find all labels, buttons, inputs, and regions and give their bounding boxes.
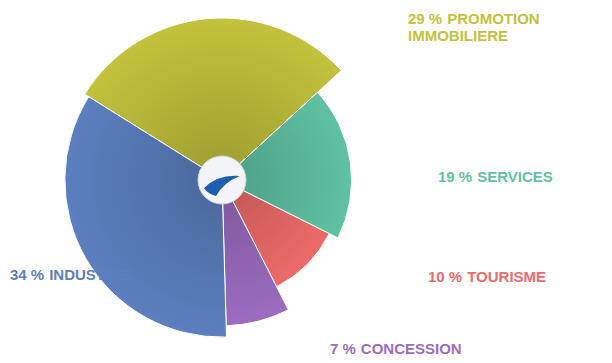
data-label-value: 19 % [438, 168, 472, 185]
data-label-value: 29 % [408, 10, 442, 27]
data-label-name: TOURISME [467, 268, 546, 285]
data-label-name: SERVICES [477, 168, 553, 185]
data-label-value: 34 % [10, 266, 44, 283]
data-label-name: PROMOTION [447, 10, 540, 27]
data-label: 19 % SERVICES [438, 168, 553, 185]
data-label-name: CONCESSION [361, 340, 462, 357]
data-label: 34 % INDUSTRIE [10, 266, 130, 283]
data-label-value: 7 % [330, 340, 356, 357]
data-label-name: IMMOBILIERE [408, 27, 508, 44]
data-label: 29 % PROMOTIONIMMOBILIERE [408, 10, 540, 44]
data-label: 10 % TOURISME [428, 268, 546, 285]
logo [198, 156, 246, 204]
pie-slice [65, 97, 227, 337]
pie [65, 18, 352, 337]
data-label-name: INDUSTRIE [49, 266, 130, 283]
logo-swoosh [204, 176, 240, 196]
chart: 29 % PROMOTIONIMMOBILIERE 19 % SERVICES 10 %… [0, 0, 612, 363]
data-label-value: 10 % [428, 268, 462, 285]
data-label: 7 % CONCESSION [330, 340, 462, 357]
